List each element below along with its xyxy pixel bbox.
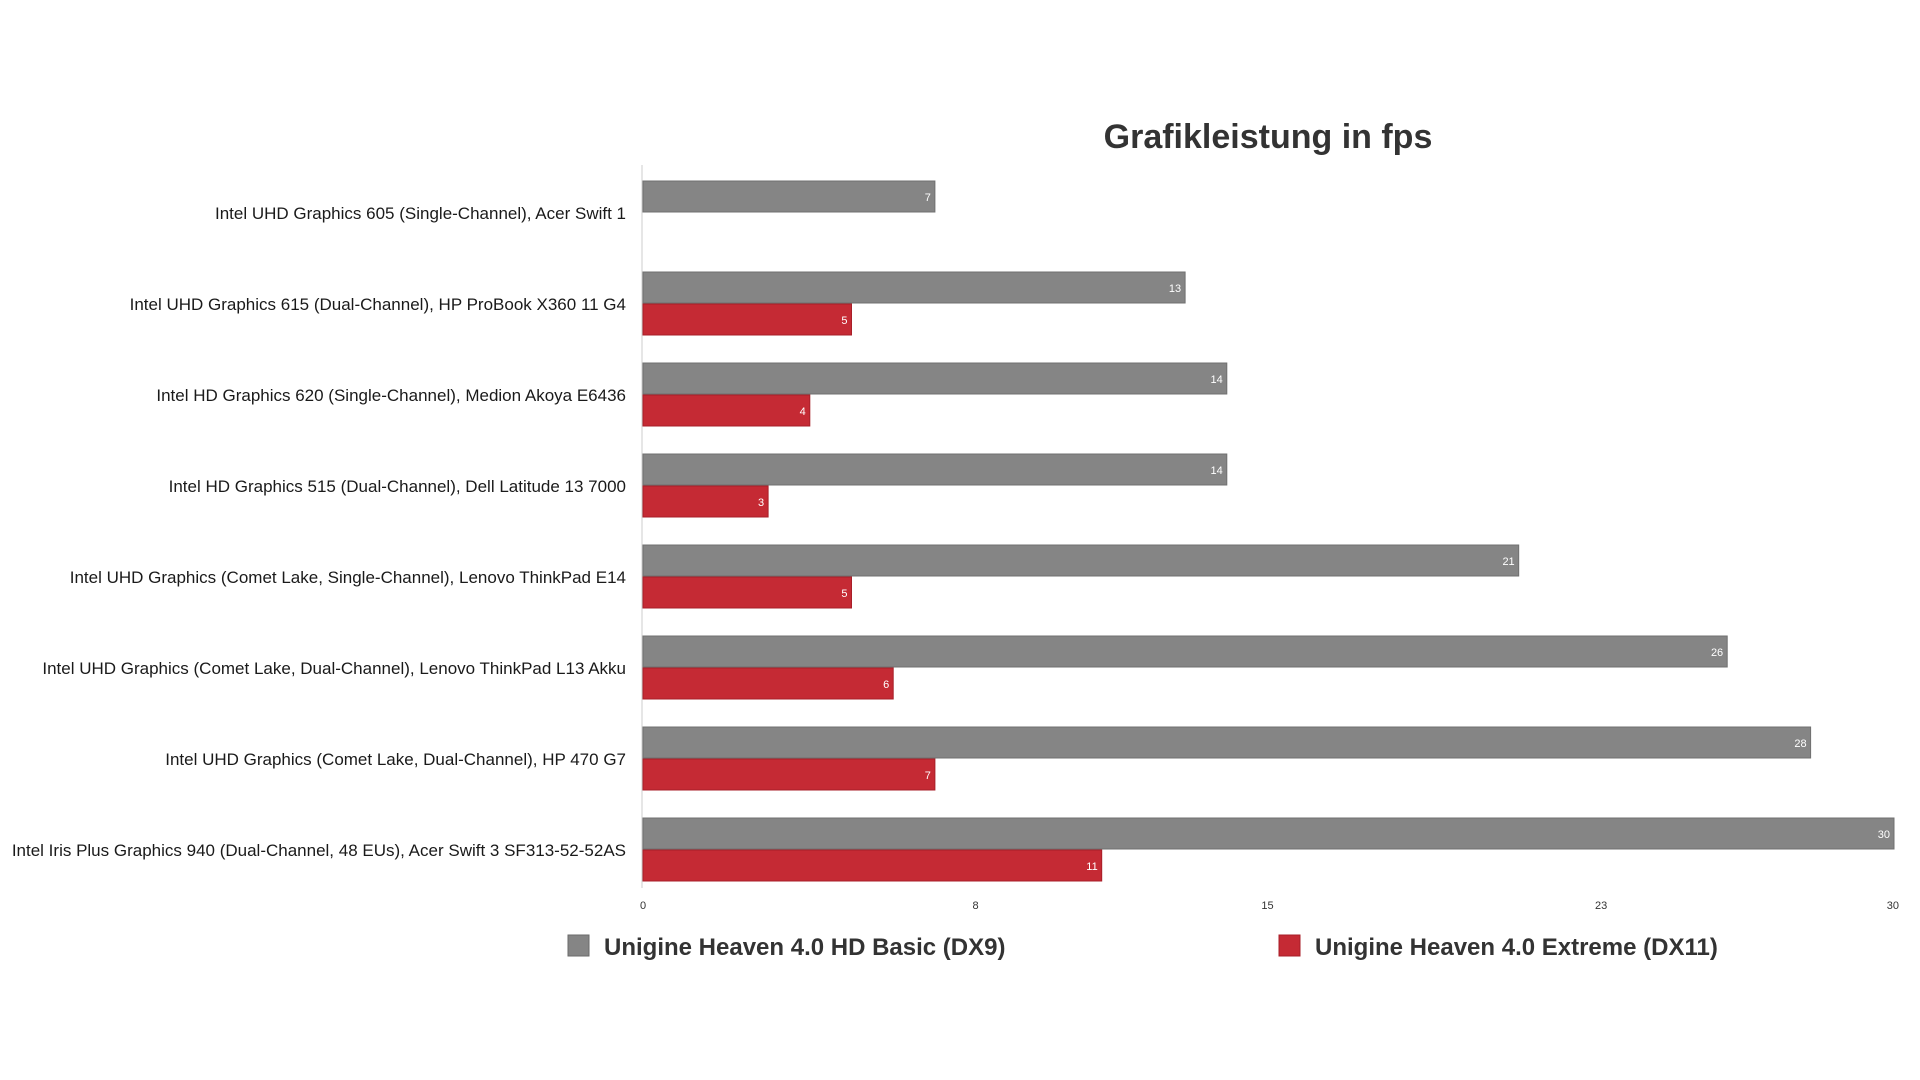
legend: Unigine Heaven 4.0 HD Basic (DX9) Unigine… <box>567 934 1718 961</box>
chart-title: Grafikleistung in fps <box>1104 118 1433 156</box>
bars-group: 7 13 5 14 4 14 3 21 5 26 6 28 7 30 11 <box>642 180 1895 882</box>
bar-dx9 <box>642 817 1895 850</box>
bar-value-label: 14 <box>1211 374 1223 386</box>
bar-value-label: 13 <box>1169 283 1181 295</box>
category-label: Intel UHD Graphics 615 (Dual-Channel), H… <box>130 295 626 314</box>
bar-value-label: 28 <box>1794 738 1806 750</box>
bar-dx11 <box>642 667 894 700</box>
category-label: Intel Iris Plus Graphics 940 (Dual-Chann… <box>12 841 626 860</box>
bar-value-label: 7 <box>925 192 931 204</box>
x-axis-ticks: 0 8 15 23 30 <box>640 900 1899 912</box>
category-label: Intel UHD Graphics (Comet Lake, Single-C… <box>70 568 626 587</box>
category-label: Intel UHD Graphics 605 (Single-Channel),… <box>215 204 626 223</box>
bar-value-label: 7 <box>925 770 931 782</box>
bar-dx9 <box>642 635 1728 668</box>
bar-dx9 <box>642 453 1228 486</box>
category-label: Intel HD Graphics 620 (Single-Channel), … <box>156 386 626 405</box>
bar-value-label: 30 <box>1878 829 1890 841</box>
bar-value-label: 3 <box>758 497 764 509</box>
bar-value-label: 11 <box>1086 861 1097 873</box>
bar-dx11 <box>642 303 852 336</box>
legend-swatch <box>567 934 590 957</box>
legend-label: Unigine Heaven 4.0 HD Basic (DX9) <box>604 934 1005 961</box>
bar-value-label: 26 <box>1711 647 1723 659</box>
bar-value-label: 4 <box>800 406 806 418</box>
bar-dx11 <box>642 758 936 791</box>
x-tick-label: 15 <box>1261 900 1273 912</box>
bar-value-label: 21 <box>1502 556 1514 568</box>
bar-dx11 <box>642 485 769 518</box>
x-tick-label: 30 <box>1887 900 1899 912</box>
x-tick-label: 23 <box>1595 900 1607 912</box>
bar-value-label: 5 <box>841 315 847 327</box>
x-tick-label: 0 <box>640 900 646 912</box>
category-label: Intel UHD Graphics (Comet Lake, Dual-Cha… <box>165 750 626 769</box>
legend-label: Unigine Heaven 4.0 Extreme (DX11) <box>1315 934 1718 961</box>
bar-value-label: 5 <box>841 588 847 600</box>
bar-dx11 <box>642 394 811 427</box>
bar-value-label: 14 <box>1211 465 1223 477</box>
bar-dx11 <box>642 576 852 609</box>
bar-dx11 <box>642 849 1103 882</box>
bar-dx9 <box>642 362 1228 395</box>
bar-dx9 <box>642 726 1812 759</box>
bar-dx9 <box>642 271 1186 304</box>
bar-dx9 <box>642 180 936 213</box>
category-label: Intel UHD Graphics (Comet Lake, Dual-Cha… <box>42 659 626 678</box>
legend-swatch <box>1278 934 1301 957</box>
category-label: Intel HD Graphics 515 (Dual-Channel), De… <box>169 477 626 496</box>
x-tick-label: 8 <box>973 900 979 912</box>
category-labels: Intel UHD Graphics 605 (Single-Channel),… <box>12 204 626 860</box>
bar-dx9 <box>642 544 1520 577</box>
bar-value-label: 6 <box>883 679 889 691</box>
